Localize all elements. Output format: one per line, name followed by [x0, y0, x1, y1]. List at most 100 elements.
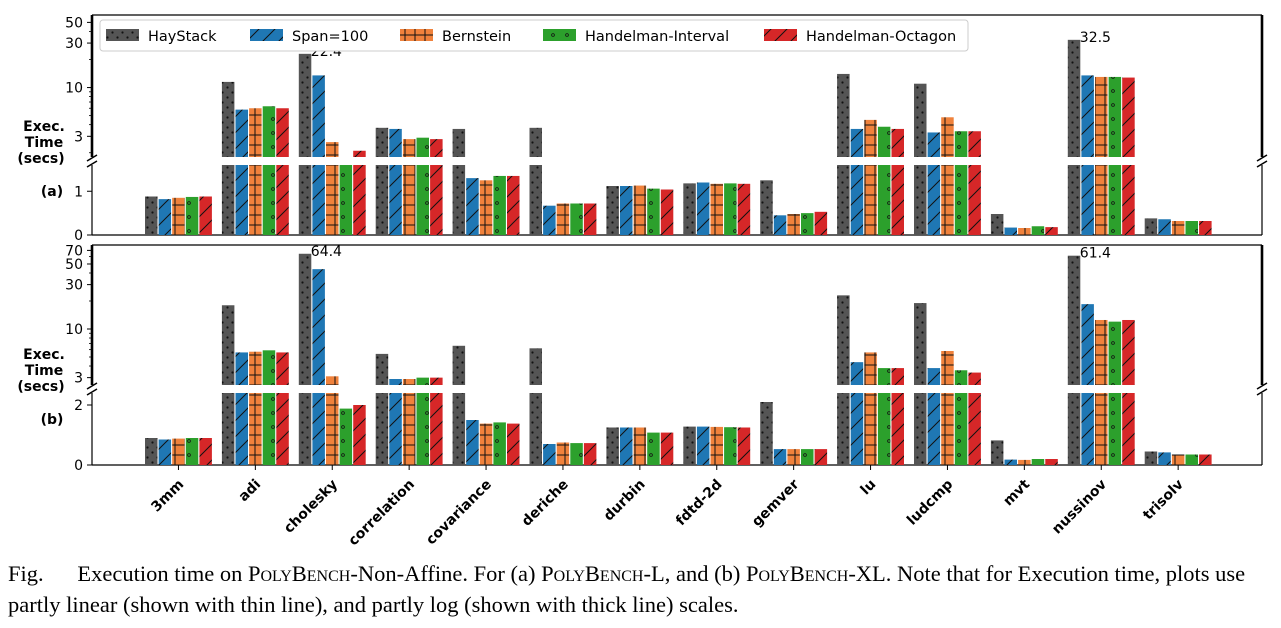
panel--a--bar-gemver-bernstein — [787, 214, 800, 235]
panel--a--bar-nussinov-handelman-octagon-linear-part — [1122, 165, 1135, 235]
panel--b--bar-nussinov-span-100-log-part — [1081, 304, 1094, 385]
panel--b--bar-lu-bernstein-linear-part — [864, 393, 877, 465]
panel--a--bar-correlation-span-100-linear-part — [389, 165, 402, 235]
panel--b--bar-ludcmp-haystack-linear-part — [914, 393, 927, 465]
panel--b--bar-correlation-span-100-linear-part — [389, 393, 402, 465]
panel--a--bar-nussinov-span-100-linear-part — [1081, 165, 1094, 235]
panel--a--bar-covariance-handelman-octagon — [507, 175, 520, 235]
panel--b--bar-cholesky-span-100-log-part — [312, 269, 325, 385]
legend-swatch-haystack — [106, 29, 139, 41]
panel--a--bar-mvt-span-100 — [1004, 227, 1017, 235]
panel--a--bar-gemver-span-100 — [773, 215, 787, 235]
panel--b--bar-lu-haystack-linear-part — [837, 393, 850, 465]
panel--b--bar-trisolv-bernstein — [1171, 454, 1185, 465]
panel--b--bar-mvt-bernstein — [1018, 459, 1031, 465]
panel--a--bar-covariance-span-100 — [466, 178, 479, 235]
panel--b--bar-durbin-haystack — [606, 427, 619, 465]
panel--a--log-tick-label: 3 — [74, 129, 83, 145]
panel--b--bar-covariance-span-100 — [466, 420, 479, 465]
x-tick-label-correlation: correlation — [345, 477, 418, 550]
panel--a--bar-cholesky-haystack-linear-part — [298, 165, 312, 235]
panel--b--bar-lu-handelman-octagon-log-part — [891, 368, 904, 385]
panel--b--bar-durbin-handelman-octagon — [660, 432, 674, 465]
panel--a--bar-durbin-span-100 — [620, 186, 633, 235]
panel--b--bar-nussinov-bernstein-log-part — [1095, 319, 1108, 385]
panel--b--log-tick-label: 30 — [65, 278, 83, 294]
panel--a--bar-adi-handelman-octagon-linear-part — [276, 165, 289, 235]
panel--b--bar-adi-handelman-octagon-linear-part — [276, 393, 289, 465]
panel--b--bar-ludcmp-span-100-log-part — [927, 368, 941, 385]
panel--a--bar-adi-handelman-octagon-log-part — [276, 108, 289, 157]
panel--a--bar-gemver-handelman-octagon — [814, 211, 828, 235]
panel--b--bar-3mm-span-100 — [158, 439, 172, 465]
panel--a--label: (a) — [41, 184, 63, 200]
panel--b--label: (b) — [41, 412, 64, 428]
panel--b--bar-trisolv-span-100 — [1158, 452, 1171, 465]
panel--b--bar-deriche-span-100 — [543, 444, 556, 465]
panel--a--break-mark — [1256, 154, 1268, 162]
caption-text-3: -L, and (b) — [643, 561, 746, 586]
panel--b--bar-cholesky-haystack-linear-part — [298, 393, 312, 465]
panel--a--bar-correlation-span-100-log-part — [389, 128, 402, 157]
panel--a--bar-cholesky-bernstein-log-part — [326, 142, 339, 157]
legend-frame — [99, 19, 969, 52]
panel--a--bar-fdtd-2d-haystack — [683, 183, 696, 235]
panel--b--bar-ludcmp-haystack-log-part — [914, 303, 927, 385]
panel--a--bar-3mm-span-100 — [158, 199, 172, 235]
panel--a--break-mark — [86, 154, 98, 162]
panel--a--bar-nussinov-handelman-interval-linear-part — [1108, 165, 1122, 235]
legend: HayStack Span=100 Bernstein Handelman-Inter… — [99, 19, 969, 52]
panel--a--bar-covariance-bernstein — [479, 180, 493, 235]
panel--a--log-tick-label: 10 — [65, 81, 83, 97]
panel--b--bar-nussinov-haystack-log-part — [1067, 255, 1081, 385]
panel--b--bar-nussinov-handelman-interval-linear-part — [1108, 393, 1122, 465]
panel--a--bar-nussinov-haystack-log-part — [1067, 39, 1081, 157]
x-tick-label-3mm: 3mm — [148, 477, 187, 516]
panel--a--bar-lu-span-100-log-part — [850, 128, 864, 157]
panel--b--bar-correlation-haystack-linear-part — [375, 393, 389, 465]
panel--b--bar-lu-span-100-linear-part — [850, 393, 864, 465]
panel--a--bar-deriche-haystack-linear-part — [529, 165, 542, 235]
panel--a--bar-fdtd-2d-bernstein — [710, 183, 723, 235]
panel--a--bar-mvt-handelman-interval — [1031, 226, 1045, 235]
panel--b--bar-nussinov-handelman-octagon-linear-part — [1122, 393, 1135, 465]
panel--a--bar-correlation-haystack-log-part — [375, 127, 389, 157]
panel--b--bar-adi-haystack-log-part — [221, 305, 235, 385]
panel--a--bar-adi-haystack-linear-part — [221, 165, 235, 235]
panel--b--bar-deriche-haystack-log-part — [529, 348, 542, 385]
panel--b--bar-correlation-handelman-interval-log-part — [416, 377, 429, 385]
panel--b--bar-deriche-bernstein — [556, 442, 570, 465]
x-tick-label-mvt: mvt — [1000, 476, 1033, 509]
panel--b--bar-3mm-handelman-interval — [185, 438, 199, 465]
panel--a--bar-trisolv-haystack — [1144, 218, 1158, 235]
panel--b--bar-covariance-bernstein — [479, 423, 493, 465]
panel--b--bar-adi-bernstein-log-part — [249, 351, 262, 385]
panel--b--bar-covariance-haystack-linear-part — [452, 393, 466, 465]
panel--a--bar-mvt-handelman-octagon — [1045, 227, 1058, 235]
panel--b--bar-trisolv-haystack — [1144, 451, 1158, 465]
panel--a--bar-cholesky-span-100-linear-part — [312, 165, 325, 235]
panel--b--bar-gemver-handelman-interval — [801, 449, 814, 465]
panel--b--bar-cholesky-span-100-linear-part — [312, 393, 325, 465]
panel--b--bar-cholesky-haystack-log-part — [298, 253, 312, 385]
panel--a--bar-correlation-handelman-octagon-log-part — [430, 139, 443, 157]
panel--b--bar-nussinov-handelman-interval-log-part — [1108, 321, 1122, 385]
panel--b--break-mark — [86, 382, 98, 390]
panel--b--bar-adi-haystack-linear-part — [221, 393, 235, 465]
panel--a--bar-cholesky-span-100-log-part — [312, 75, 325, 157]
panel--b--bar-mvt-span-100 — [1004, 459, 1017, 465]
panel--b--bar-ludcmp-handelman-interval-log-part — [954, 370, 968, 385]
panel--a--log-tick-label: 30 — [65, 36, 83, 52]
panel--b--bar-covariance-handelman-octagon — [507, 423, 520, 465]
panel--b--annotation-nussinov: 61.4 — [1080, 246, 1111, 262]
panel--a--bar-adi-span-100-log-part — [235, 109, 248, 157]
panel--a--bar-ludcmp-span-100-log-part — [927, 132, 941, 157]
panel--b--bar-covariance-haystack-log-part — [452, 345, 466, 385]
panel--b--bar-nussinov-haystack-linear-part — [1067, 393, 1081, 465]
panel--b--log-tick-label: 10 — [65, 322, 83, 338]
panel--a--bar-ludcmp-haystack-linear-part — [914, 165, 927, 235]
panel--a--bar-3mm-handelman-octagon — [199, 196, 212, 235]
legend-swatch-handelman-interval — [543, 29, 576, 41]
panel--a--bar-mvt-bernstein — [1018, 228, 1031, 235]
